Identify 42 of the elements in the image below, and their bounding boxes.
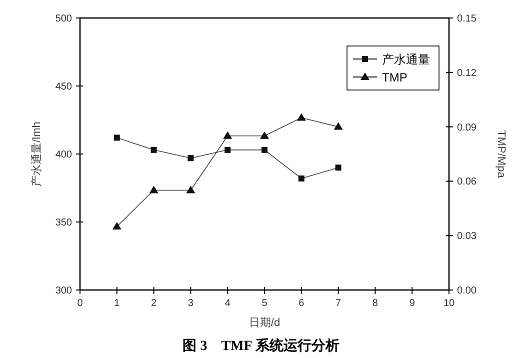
y2-tick-label: 0.15 — [457, 14, 477, 24]
point — [114, 134, 120, 141]
point — [188, 155, 194, 162]
point — [298, 175, 304, 182]
y-axis-title: 产水通量/lmh — [30, 122, 43, 186]
x-tick-label: 10 — [443, 298, 455, 309]
y2-tick-label: 0.12 — [457, 68, 477, 79]
x-tick-label: 1 — [114, 298, 120, 309]
point — [296, 113, 306, 121]
x-tick-label: 6 — [298, 298, 305, 309]
legend-label: 产水通量 — [382, 52, 430, 66]
y-tick-label: 350 — [55, 218, 72, 228]
x-tick-label: 4 — [224, 298, 231, 309]
x-tick-label: 3 — [188, 298, 194, 309]
point — [260, 131, 269, 139]
point — [262, 146, 268, 153]
y2-tick-label: 0.09 — [457, 122, 477, 134]
point — [149, 186, 158, 194]
text: 图 3 TMF 系统运行分析 — [182, 337, 340, 354]
y-tick-label: 500 — [55, 14, 72, 24]
point — [112, 222, 122, 230]
point — [334, 122, 343, 130]
x-axis-title: 日期/d — [248, 317, 280, 329]
y2-tick-label: 0.03 — [457, 231, 477, 242]
x-tick-label: 8 — [372, 298, 378, 309]
x-tick-label: 2 — [151, 298, 158, 309]
point — [186, 186, 196, 194]
legend-label: TMP — [382, 70, 408, 84]
point — [150, 146, 157, 153]
x-tick-label: 9 — [409, 298, 416, 309]
y2-tick-label: 0.06 — [457, 176, 477, 188]
point — [335, 164, 342, 171]
x-tick-label: 5 — [262, 298, 268, 309]
point — [223, 131, 232, 139]
point — [224, 146, 231, 153]
y-tick-label: 300 — [55, 286, 72, 296]
y-tick-label: 450 — [55, 82, 72, 92]
x-tick-label: 0 — [77, 298, 84, 309]
y-tick-label: 400 — [55, 150, 72, 160]
y2-tick-label: 0.00 — [457, 286, 477, 296]
x-tick-label: 7 — [336, 298, 342, 309]
y2-axis-title: TMP/Mpa — [495, 130, 507, 179]
